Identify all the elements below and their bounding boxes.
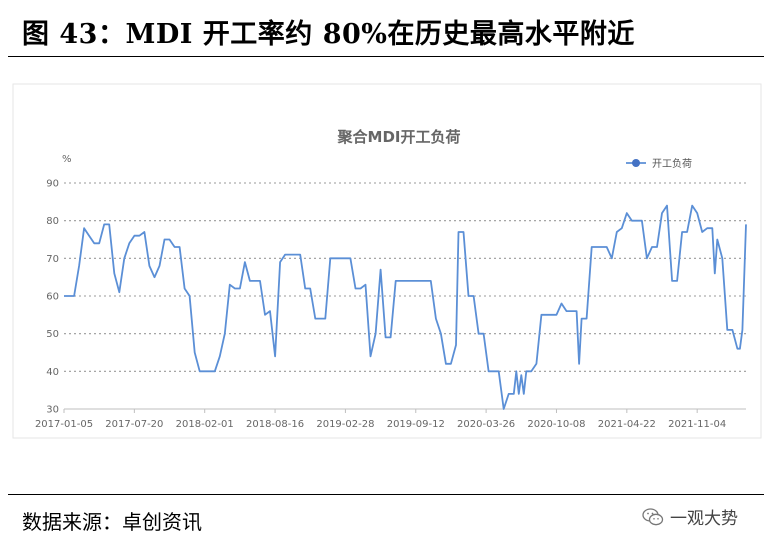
y-axis-unit: % bbox=[62, 154, 72, 165]
x-tick-label: 2020-10-08 bbox=[527, 419, 585, 430]
y-tick-label: 30 bbox=[46, 405, 59, 416]
watermark: 一观大势 bbox=[642, 504, 738, 529]
y-tick-label: 90 bbox=[46, 179, 59, 190]
x-axis-ticks: 2017-01-05 2017-07-20 2018-02-01 2018-08-16… bbox=[35, 409, 726, 430]
watermark-text: 一观大势 bbox=[670, 509, 738, 529]
x-tick-label: 2021-04-22 bbox=[598, 419, 656, 430]
x-tick-label: 2017-01-05 bbox=[35, 419, 93, 430]
legend-marker bbox=[632, 159, 640, 167]
legend-label: 开工负荷 bbox=[652, 157, 692, 170]
x-tick-label: 2019-09-12 bbox=[387, 419, 445, 430]
series-line-kaigong bbox=[64, 204, 747, 410]
x-tick-label: 2021-11-04 bbox=[668, 419, 726, 430]
y-axis-ticks: 30 40 50 60 70 80 90 bbox=[46, 179, 59, 416]
figure-title: 图 43：MDI 开工率约 80%在历史最高水平附近 bbox=[22, 19, 635, 50]
legend: 开工负荷 bbox=[626, 157, 692, 170]
y-tick-label: 60 bbox=[46, 292, 59, 303]
top-rule bbox=[8, 56, 764, 57]
x-tick-label: 2020-03-26 bbox=[457, 419, 515, 430]
y-tick-label: 50 bbox=[46, 329, 59, 340]
y-tick-label: 40 bbox=[46, 367, 59, 378]
x-tick-label: 2019-02-28 bbox=[316, 419, 374, 430]
wechat-icon bbox=[642, 507, 664, 525]
grid-lines bbox=[64, 182, 746, 372]
bottom-rule bbox=[8, 494, 764, 495]
x-tick-label: 2018-08-16 bbox=[246, 419, 304, 430]
plot-frame bbox=[12, 83, 762, 439]
y-tick-label: 80 bbox=[46, 216, 59, 227]
source-note: 数据来源：卓创资讯 bbox=[22, 510, 202, 534]
chart-title: 聚合MDI开工负荷 bbox=[337, 128, 461, 146]
y-tick-label: 70 bbox=[46, 254, 59, 265]
x-tick-label: 2017-07-20 bbox=[105, 419, 163, 430]
x-tick-label: 2018-02-01 bbox=[176, 419, 234, 430]
